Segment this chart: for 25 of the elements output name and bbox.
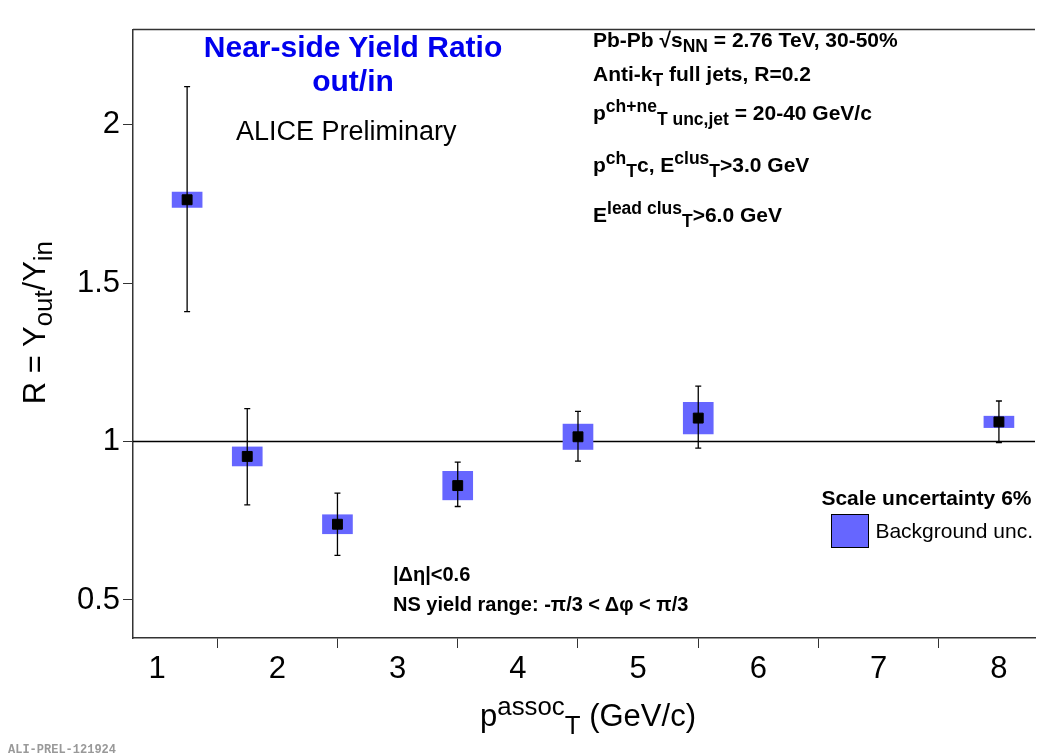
annotation: ALICE Preliminary [236,116,457,147]
annotation: Anti-k$_{T}$ full jets, R=0.2 [593,62,811,92]
x-tick-label: 6 [749,650,768,686]
y-tick-label: 1.5 [76,263,120,299]
x-tick-label: 1 [148,650,166,686]
annotation: p$^{ch}$$_{T}$c, E$^{clus}$$_{T}$>3.0 GeV [593,148,810,183]
annotation: Pb-Pb √s$_{NN}$ = 2.76 TeV, 30-50% [593,28,898,58]
x-tick-label: 2 [268,650,286,686]
x-tick-label: 7 [870,650,888,686]
text: ALI-PREL-121924 [8,743,117,755]
x-tick-label: 3 [388,650,407,686]
annotation: |Δη|<0.6 [393,563,471,586]
x-tick-label: 8 [990,650,1008,686]
annotation: p$^{ch+ne}$$_{T unc,jet}$ = 20-40 GeV/c [593,96,872,131]
x-tick-label: 5 [629,650,647,686]
annotation: NS yield range: -π/3 < Δφ < π/3 [393,593,689,616]
y-tick-label: 2 [102,105,120,141]
x-tick-label: 4 [509,650,527,686]
annotation: E$^{lead clus}$$_{T}$>6.0 GeV [593,198,782,233]
text: Near-side Yield Ratio out/in [202,30,504,98]
x-axis-title: p$^{assoc}$$_{T}$ (GeV/c) [479,692,697,740]
y-tick-label: 1 [102,422,120,458]
legend-label: Background unc. [875,519,1033,543]
y-tick-label: 0.5 [76,580,120,616]
legend-title: Scale uncertainty 6% [821,486,1033,510]
